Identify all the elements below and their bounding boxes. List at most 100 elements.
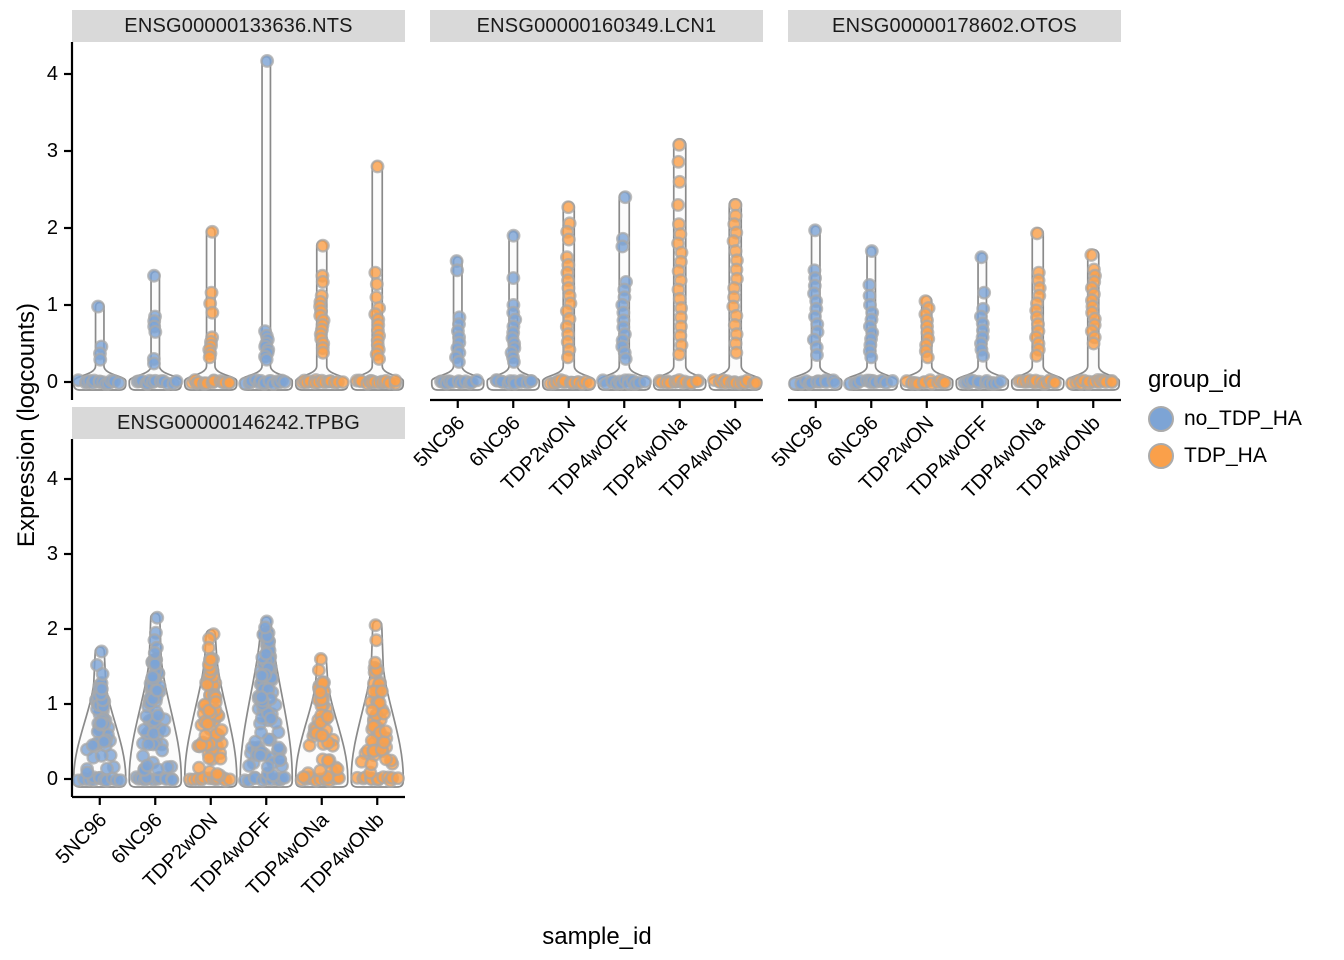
data-point <box>302 738 317 753</box>
data-point <box>524 374 539 388</box>
data-point <box>272 753 287 767</box>
data-point <box>618 351 633 366</box>
data-point <box>94 716 109 731</box>
data-point <box>260 53 275 68</box>
data-point <box>938 375 952 390</box>
data-point <box>258 620 273 635</box>
data-point <box>260 759 275 774</box>
data-point <box>85 738 100 753</box>
data-point <box>146 356 161 371</box>
data-point <box>369 277 384 292</box>
data-point <box>315 238 330 253</box>
data-point <box>96 734 111 749</box>
data-point <box>150 610 165 625</box>
data-point <box>259 646 274 661</box>
data-point <box>671 154 686 169</box>
data-point <box>671 197 685 212</box>
legend-title: group_id <box>1148 366 1242 393</box>
data-point <box>148 325 163 339</box>
data-point <box>618 190 633 205</box>
data-point <box>200 677 215 692</box>
data-point <box>200 716 215 731</box>
data-point <box>974 250 989 265</box>
data-point <box>885 374 900 388</box>
data-point <box>828 376 842 391</box>
data-point <box>1104 375 1119 390</box>
data-point <box>91 299 105 314</box>
data-point <box>242 758 257 773</box>
y-tick-label: 4 <box>47 468 58 490</box>
data-point <box>254 668 269 683</box>
y-tick-label: 1 <box>47 693 58 715</box>
data-point <box>506 355 521 369</box>
data-point <box>365 703 380 718</box>
data-point <box>311 663 326 678</box>
data-point <box>248 734 263 749</box>
data-point <box>313 763 328 778</box>
data-point <box>364 757 379 772</box>
data-point <box>253 748 268 763</box>
data-point <box>749 375 763 390</box>
data-point <box>977 285 992 300</box>
legend-item-no-tdp-ha: no_TDP_HA <box>1148 406 1344 432</box>
data-point <box>1029 348 1044 363</box>
data-point <box>451 355 466 369</box>
data-point <box>391 771 405 786</box>
y-tick-label: 0 <box>47 768 58 790</box>
data-point <box>113 773 128 788</box>
data-point <box>672 137 687 152</box>
data-point <box>864 350 879 365</box>
data-point <box>150 683 165 698</box>
legend: group_id no_TDP_HA TDP_HA <box>1148 366 1344 480</box>
y-tick-label: 2 <box>47 618 58 640</box>
data-point <box>147 646 162 660</box>
legend-swatch-tdp-ha-icon <box>1148 443 1174 469</box>
data-point <box>264 711 278 726</box>
data-point <box>560 350 575 365</box>
data-point <box>93 352 108 367</box>
data-point <box>808 223 823 238</box>
data-point <box>210 767 225 781</box>
data-point <box>139 709 154 724</box>
data-point <box>169 374 184 389</box>
data-point <box>729 345 744 360</box>
y-tick-label: 4 <box>47 63 58 85</box>
data-point <box>112 376 126 390</box>
y-axis-title: Expression (logcounts) <box>13 302 40 548</box>
facet-strip-nts: ENSG00000133636.NTS <box>72 10 405 42</box>
data-point <box>368 265 383 280</box>
data-point <box>470 373 484 388</box>
data-point <box>506 228 521 243</box>
data-point <box>672 174 687 189</box>
data-point <box>374 684 389 699</box>
legend-label-tdp-ha: TDP_HA <box>1184 444 1267 467</box>
facet-strip-tpbg: ENSG00000146242.TPBG <box>72 407 405 439</box>
data-point <box>151 708 166 723</box>
data-point <box>615 239 630 254</box>
data-point <box>672 347 687 362</box>
data-point <box>147 268 161 283</box>
facet-strip-lcn1: ENSG00000160349.LCN1 <box>430 10 763 42</box>
legend-label-no-tdp-ha: no_TDP_HA <box>1184 407 1302 430</box>
data-point <box>638 374 653 389</box>
data-point <box>141 737 156 752</box>
data-point <box>214 723 229 738</box>
data-point <box>254 690 269 705</box>
data-point <box>561 200 576 215</box>
x-axis-title: sample_id <box>542 923 652 950</box>
data-point <box>315 728 330 743</box>
data-point <box>506 271 521 286</box>
data-point <box>205 224 220 239</box>
data-point <box>94 681 109 696</box>
data-point <box>208 695 223 710</box>
data-point <box>372 351 387 366</box>
data-point <box>378 724 393 739</box>
data-point <box>976 348 991 363</box>
data-point <box>157 723 172 738</box>
data-point <box>450 263 465 278</box>
data-point <box>993 374 1008 389</box>
data-point <box>582 376 597 391</box>
data-point <box>369 633 384 648</box>
data-point <box>94 748 109 763</box>
